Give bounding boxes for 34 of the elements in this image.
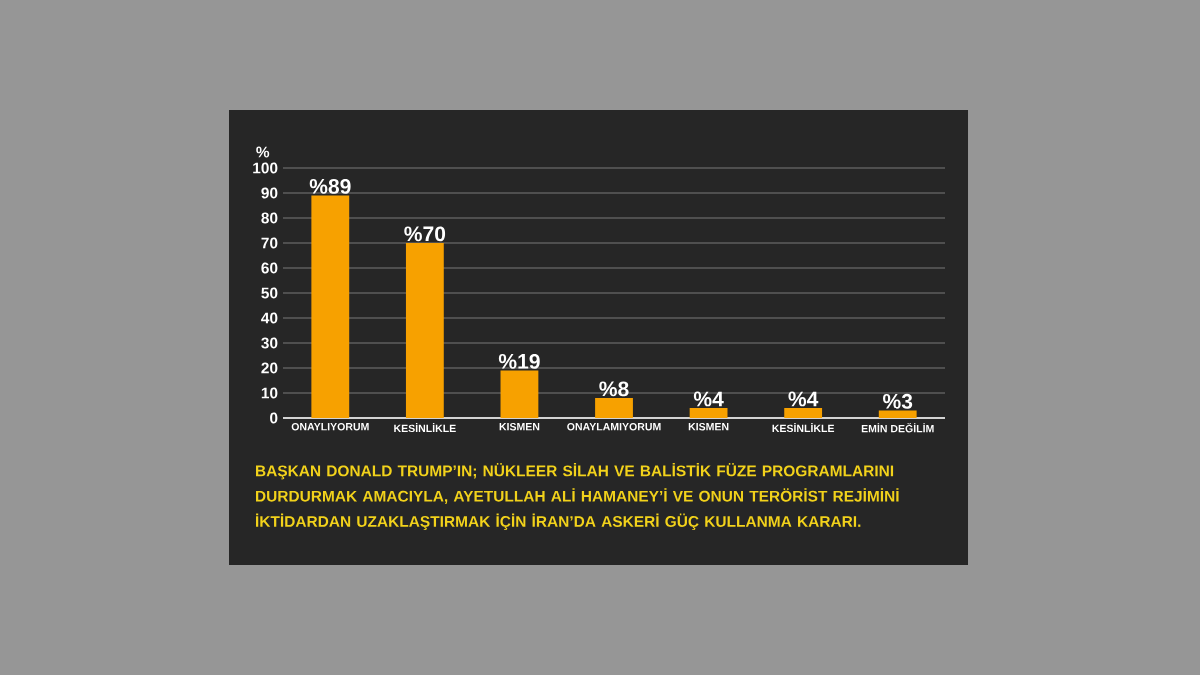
data-label: %8	[599, 381, 629, 397]
data-label: %3	[883, 393, 913, 409]
data-label: %89	[309, 178, 351, 194]
y-tick-label: 80	[261, 212, 278, 224]
y-axis-title: %	[256, 146, 270, 158]
x-tick-label: KISMEN	[499, 422, 540, 431]
bar	[595, 398, 633, 418]
bar	[405, 243, 444, 418]
x-tick-label: KESİNLİKLE	[772, 422, 835, 433]
x-tick-label: KISMEN	[688, 422, 729, 431]
data-label: %4	[788, 391, 819, 407]
y-tick-label: 60	[261, 262, 278, 274]
y-tick-label: 40	[261, 312, 278, 324]
bar	[689, 408, 728, 418]
y-tick-label: 30	[261, 337, 278, 349]
y-tick-label: 90	[261, 187, 278, 199]
y-tick-label: 70	[261, 237, 278, 249]
bar	[784, 408, 823, 418]
data-label: %4	[693, 391, 724, 407]
data-label: %70	[404, 226, 446, 242]
x-tick-label: ONAYLAMIYORUM	[567, 422, 661, 431]
x-tick-label: KESİNLİKLE	[394, 422, 456, 433]
x-tick-label: ONAYLIYORUM	[291, 422, 369, 431]
x-tick-label: EMİN DEĞİLİM	[861, 422, 934, 433]
bar	[500, 370, 539, 418]
y-tick-label: 100	[253, 162, 278, 174]
y-tick-label: 20	[261, 362, 278, 374]
bar	[878, 410, 917, 418]
y-tick-label: 50	[261, 287, 278, 299]
data-label: %19	[498, 353, 540, 369]
bar	[311, 195, 350, 418]
y-tick-label: 0	[270, 412, 278, 424]
y-tick-label: 10	[261, 387, 278, 399]
text: BAŞKAN DONALD TRUMP’IN; NÜKLEER SİLAH VE BALİSTİK FÜZE PROGRAMLARINI DURDURMAK AMACIYLA, AYETULLAH ALİ HAMANEY’İ VE ONUN TERÖRİST REJİMİNİ İKTİDARDAN UZAKLAŞTIRMAK İÇİN İRAN’DA ASKERİ GÜÇ KULLANMA KARARI.	[256, 462, 899, 531]
